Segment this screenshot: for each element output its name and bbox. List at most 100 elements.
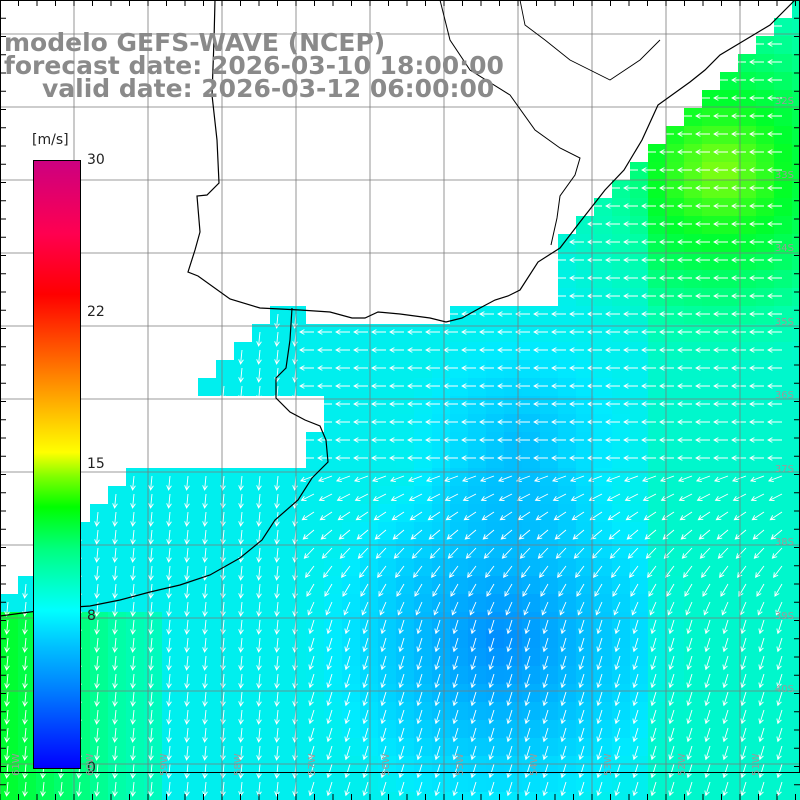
wind-arrow — [667, 601, 675, 616]
sea-cell — [666, 702, 684, 720]
sea-cell — [684, 108, 702, 126]
wind-arrow — [677, 239, 692, 245]
wind-arrow — [337, 511, 351, 521]
sea-cell — [702, 522, 720, 540]
wind-arrow — [659, 149, 674, 155]
sea-cell — [108, 792, 126, 800]
wind-arrow — [697, 511, 711, 521]
wind-arrow — [677, 475, 693, 483]
sea-cell — [738, 558, 756, 576]
wind-arrow — [551, 311, 566, 317]
sea-cell — [378, 450, 396, 468]
wind-arrow — [299, 329, 314, 335]
sea-cell — [414, 612, 432, 630]
wind-arrow — [681, 547, 693, 559]
wind-arrow — [593, 565, 603, 578]
sea-cell — [630, 252, 648, 270]
sea-cell — [666, 216, 684, 234]
sea-cell — [702, 378, 720, 396]
wind-arrow — [749, 59, 764, 65]
wind-arrow — [519, 547, 531, 559]
wind-arrow — [623, 203, 638, 209]
sea-cell — [270, 792, 288, 800]
sea-cell — [792, 432, 800, 450]
wind-arrow — [130, 745, 136, 761]
sea-cell — [540, 684, 558, 702]
wind-arrow — [696, 493, 711, 501]
wind-arrow — [740, 673, 747, 689]
wind-arrow — [722, 655, 729, 671]
wind-arrow — [274, 475, 280, 491]
sea-cell — [234, 612, 252, 630]
wind-arrow — [686, 655, 693, 671]
wind-arrow — [695, 239, 710, 245]
sea-cell — [18, 720, 36, 738]
wind-arrow — [551, 329, 566, 335]
sea-cell — [720, 468, 738, 486]
wind-arrow — [686, 637, 693, 653]
wind-arrow — [623, 221, 638, 227]
wind-arrow — [524, 709, 531, 725]
sea-cell — [720, 774, 738, 792]
wind-arrow — [713, 167, 728, 173]
wind-arrow — [202, 781, 208, 797]
sea-cell — [576, 252, 594, 270]
wind-arrow — [515, 475, 531, 483]
sea-cell — [180, 792, 198, 800]
sea-cell — [774, 540, 792, 558]
sea-cell — [450, 540, 468, 558]
sea-cell — [684, 162, 702, 180]
wind-arrow — [769, 511, 783, 521]
wind-arrow — [380, 727, 387, 743]
sea-cell — [486, 378, 504, 396]
sea-cell — [540, 738, 558, 756]
wind-arrow — [722, 781, 729, 797]
wind-arrow — [452, 763, 459, 779]
sea-cell — [432, 648, 450, 666]
sea-cell — [702, 216, 720, 234]
sea-cell — [360, 792, 378, 800]
wind-arrow — [632, 745, 639, 761]
sea-cell — [576, 648, 594, 666]
wind-arrow — [559, 601, 567, 616]
wind-arrow — [668, 709, 675, 725]
wind-arrow — [596, 673, 603, 689]
sea-cell — [522, 738, 540, 756]
wind-arrow — [371, 347, 386, 353]
sea-cell — [126, 540, 144, 558]
sea-cell — [612, 414, 630, 432]
wind-arrow — [497, 437, 512, 443]
sea-cell — [306, 450, 324, 468]
wind-arrow — [94, 637, 100, 653]
wind-arrow — [571, 511, 585, 521]
uruguay-border — [439, 0, 581, 246]
sea-cell — [162, 684, 180, 702]
sea-cell — [666, 522, 684, 540]
sea-cell — [450, 468, 468, 486]
sea-cell — [432, 468, 450, 486]
sea-cell — [414, 792, 432, 800]
wind-arrow — [551, 293, 566, 299]
sea-cell — [90, 756, 108, 774]
wind-arrow — [112, 601, 118, 617]
sea-cell — [612, 612, 630, 630]
sea-cell — [774, 594, 792, 612]
sea-cell — [738, 450, 756, 468]
wind-arrow — [434, 745, 441, 761]
wind-arrow — [274, 763, 280, 779]
wind-arrow — [767, 419, 782, 425]
sea-cell — [0, 648, 18, 666]
sea-cell — [648, 738, 666, 756]
sea-cell — [594, 666, 612, 684]
sea-cell — [234, 540, 252, 558]
wind-arrow — [740, 745, 747, 761]
wind-arrow — [533, 475, 549, 483]
sea-cell — [756, 252, 774, 270]
sea-cell — [774, 630, 792, 648]
sea-cell — [450, 396, 468, 414]
wind-arrow — [643, 511, 657, 521]
wind-arrow — [776, 745, 783, 761]
wind-arrow — [22, 727, 28, 743]
wind-arrow — [202, 745, 208, 761]
sea-cell — [360, 558, 378, 576]
